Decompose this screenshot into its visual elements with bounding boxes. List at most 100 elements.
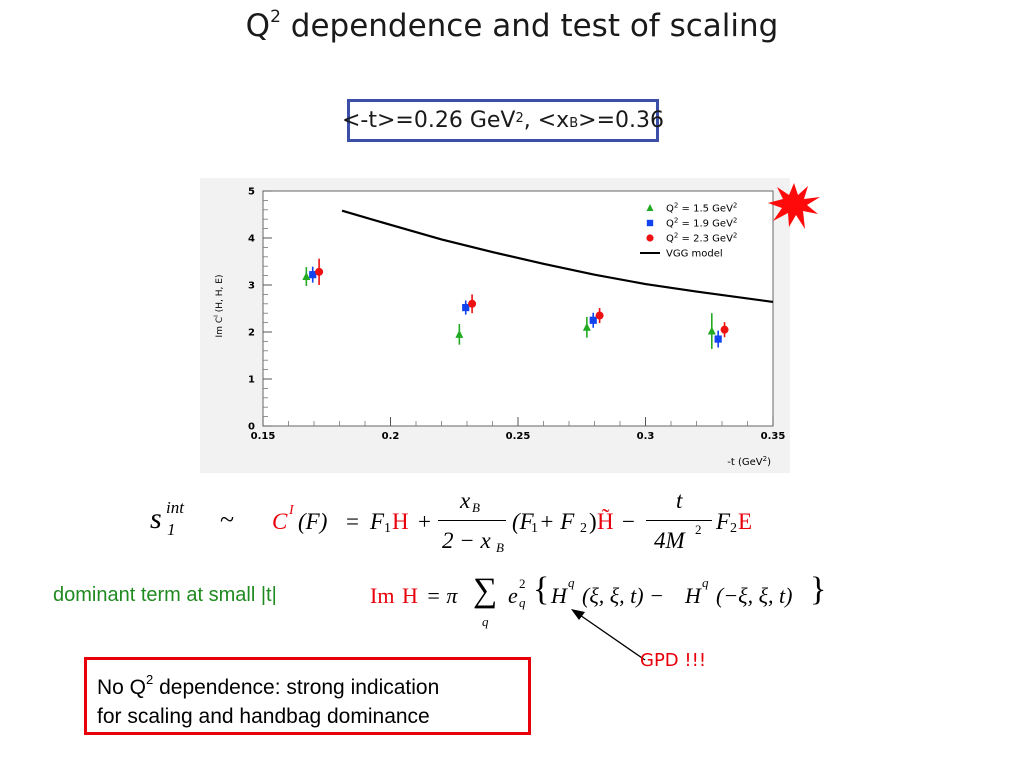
gpd-label: GPD !!! — [640, 650, 707, 671]
gpd-h-2: H — [685, 583, 701, 608]
data-point-square — [714, 335, 722, 343]
conclusion-line-1: No Q2 dependence: strong indication — [97, 672, 440, 699]
data-point-triangle — [707, 326, 716, 335]
legend-label: Q2 = 2.3 GeV2 — [666, 232, 737, 245]
title-text-a: Q — [245, 8, 271, 44]
sum-symbol: ∑ — [473, 572, 498, 609]
cff-xb-den: 2 − x — [442, 528, 491, 553]
cff-f1: F — [370, 509, 385, 534]
cff-f1f2-plus: + F — [539, 509, 575, 534]
x-tick-label: 0.15 — [251, 431, 276, 442]
legend-label: Q2 = 1.5 GeV2 — [666, 202, 737, 215]
cff-4m-sup: 2 — [695, 522, 702, 537]
kinematics-xb: , <x — [523, 108, 570, 133]
cff-paren: (F) — [298, 509, 328, 534]
cff-xb-num-sub: B — [472, 500, 480, 515]
cff-xb-den-sub: B — [496, 540, 504, 555]
cff-htilde: H̃ — [597, 509, 614, 534]
data-point-circle — [720, 325, 729, 334]
cff-c: C — [272, 509, 288, 534]
cff-f2-sub: 2 — [730, 521, 737, 536]
cff-equals: = — [346, 509, 359, 534]
im-label: Im — [370, 583, 395, 608]
sum-index: q — [482, 614, 489, 629]
cff-plus-1: + — [418, 509, 431, 534]
gpd-h-2-sup: q — [702, 575, 709, 590]
slide-title: Q2 dependence and test of scaling — [0, 6, 1024, 44]
kinematics-t: <-t>=0.26 GeV — [342, 108, 516, 133]
legend-circle-symbol — [646, 234, 654, 242]
x-axis: 0.15 0.2 0.25 0.3 0.35 — [251, 417, 786, 442]
conclusion-line-2: for scaling and handbag dominance — [97, 705, 430, 728]
legend-items: Q2 = 1.5 GeV2 Q2 = 1.9 GeV2 Q2 = 2.3 GeV2 V… — [640, 202, 737, 260]
model-curve-layer — [341, 209, 774, 304]
im-h-formula: Im H = π ∑ q e 2 q { H q (ξ, ξ, t) − H q… — [370, 568, 840, 638]
compton-form-factor-formula: s int 1 ~ C I (F) = F 1 H + x B 2 − x B … — [150, 488, 770, 560]
legend: Q2 = 1.5 GeV2 Q2 = 1.9 GeV2 Q2 = 2.3 GeV2 V… — [625, 194, 770, 268]
y-tick-label: 4 — [248, 234, 255, 245]
x-tick-label: 0.25 — [506, 431, 531, 442]
x-tick-label: 0.2 — [382, 431, 400, 442]
legend-triangle-symbol — [646, 204, 654, 211]
cff-c-sup: I — [289, 503, 294, 518]
s1int: s — [150, 502, 162, 535]
data-point-square — [309, 271, 317, 279]
cff-f1f2-sub1: 1 — [531, 521, 538, 536]
cff-fraction-bar-2 — [646, 520, 712, 521]
charge-e-sup: 2 — [519, 576, 526, 591]
data-point-circle — [468, 299, 477, 308]
kinematics-box: <-t>=0.26 GeV 2, <x B >=0.36 — [342, 99, 664, 142]
cff-e: E — [738, 509, 753, 534]
s1int-sup: int — [166, 498, 184, 517]
conclusion-box: No Q2 dependence: strong indication for … — [84, 657, 531, 735]
data-points-layer — [302, 258, 729, 349]
cff-fraction-bar-1 — [438, 520, 506, 521]
data-point-circle — [595, 311, 604, 320]
kinematics-t-unit-sup: 2 — [515, 111, 524, 126]
x-tick-label: 0.35 — [761, 431, 786, 442]
red-star-icon — [768, 183, 820, 229]
gpd-arrow — [571, 609, 646, 661]
y-tick-label: 0 — [248, 422, 255, 433]
y-axis-label: Im CI (H, H, E) — [213, 275, 225, 338]
y-tick-label: 2 — [248, 328, 255, 339]
y-tick-label: 5 — [248, 187, 255, 198]
data-point-circle — [315, 267, 324, 276]
y-tick-label: 3 — [248, 281, 255, 292]
legend-square-symbol — [646, 219, 654, 227]
gpd-h-1-sup: q — [568, 575, 575, 590]
gpd-h-1: H — [551, 583, 567, 608]
title-superscript: 2 — [270, 6, 281, 27]
s1int-sub: 1 — [167, 520, 176, 539]
charge-e: e — [508, 583, 518, 608]
im-h: H — [402, 583, 418, 608]
legend-label: Q2 = 1.9 GeV2 — [666, 217, 737, 230]
cff-4m-den: 4M — [654, 528, 685, 553]
cff-xb-num: x — [460, 488, 471, 513]
kinematics-xb-value: >=0.36 — [578, 108, 664, 133]
data-point-square — [589, 316, 597, 324]
title-text-b: dependence and test of scaling — [280, 8, 779, 44]
brace-close: } — [810, 571, 827, 608]
data-point-triangle — [455, 329, 464, 338]
x-axis-label: -t (GeV2) — [727, 455, 771, 468]
dominant-term-label: dominant term at small |t| — [53, 584, 277, 606]
cff-f1f2-close: ) — [589, 509, 597, 534]
cff-f1f2-open: (F — [512, 509, 534, 534]
im-eq-pi: = π — [426, 583, 458, 608]
cff-minus: − — [622, 509, 635, 534]
brace-open: { — [533, 571, 550, 608]
y-tick-label: 1 — [248, 375, 255, 386]
cff-f1f2-sub2: 2 — [580, 521, 587, 536]
gpd-args-1: (ξ, ξ, t) − — [582, 583, 664, 608]
y-axis: 0 1 2 3 4 5 — [248, 187, 272, 433]
legend-label: VGG model — [666, 249, 723, 260]
cff-t-num: t — [676, 488, 683, 513]
kinematics-xb-sub: B — [569, 116, 579, 131]
gpd-args-2: (−ξ, ξ, t) — [716, 583, 793, 608]
data-point-square — [462, 303, 470, 312]
cff-f2: F — [716, 509, 731, 534]
data-point-triangle — [582, 322, 591, 331]
cff-h: H — [392, 509, 409, 534]
